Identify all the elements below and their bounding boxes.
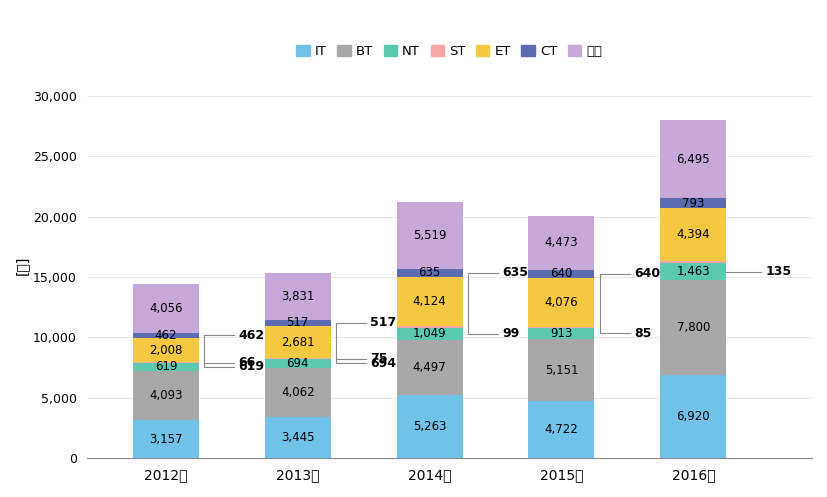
Bar [661,261,726,263]
Text: 635: 635 [502,266,528,279]
Text: 99: 99 [502,328,519,340]
Bar [397,328,462,340]
Bar [397,277,462,327]
Bar [528,339,595,401]
Text: 5,519: 5,519 [413,229,447,242]
Text: 793: 793 [682,197,705,210]
Bar [528,270,595,278]
Text: 4,062: 4,062 [281,386,314,399]
Text: 640: 640 [550,267,572,280]
Y-axis label: [건]: [건] [15,255,29,274]
Bar [265,358,331,359]
Text: 619: 619 [155,360,177,373]
Text: 4,722: 4,722 [545,423,578,436]
Text: 4,076: 4,076 [545,296,578,309]
Bar [661,198,726,208]
Text: 640: 640 [634,267,660,280]
Text: 4,056: 4,056 [149,302,183,315]
Text: 694: 694 [286,357,309,370]
Bar [265,273,331,320]
Text: 619: 619 [238,360,265,373]
Legend: IT, BT, NT, ST, ET, CT, 기타: IT, BT, NT, ST, ET, CT, 기타 [291,39,608,63]
Text: 2,681: 2,681 [281,335,314,348]
Bar [397,269,462,277]
Bar [661,375,726,458]
Text: 694: 694 [370,357,396,370]
Text: 462: 462 [238,329,265,342]
Text: 4,497: 4,497 [413,361,447,374]
Text: 3,445: 3,445 [281,431,314,444]
Text: 5,151: 5,151 [545,364,578,377]
Bar [397,327,462,328]
Bar [528,278,595,327]
Bar [133,332,198,338]
Bar [265,416,331,458]
Bar [528,327,595,328]
Bar [397,202,462,269]
Bar [661,120,726,198]
Bar [661,208,726,261]
Text: 135: 135 [766,265,792,278]
Bar [133,363,198,371]
Text: 517: 517 [286,316,309,329]
Text: 85: 85 [634,327,652,340]
Text: 66: 66 [238,356,256,369]
Text: 4,394: 4,394 [676,228,710,241]
Text: 913: 913 [550,327,572,340]
Bar [265,368,331,416]
Bar [133,420,198,458]
Bar [661,280,726,375]
Text: 4,124: 4,124 [413,295,447,308]
Text: 635: 635 [418,266,441,279]
Bar [133,362,198,363]
Bar [133,283,198,332]
Text: 4,473: 4,473 [545,237,578,249]
Text: 462: 462 [155,329,177,342]
Text: 1,463: 1,463 [676,265,710,278]
Text: 6,495: 6,495 [676,153,710,166]
Bar [661,263,726,280]
Bar [133,338,198,362]
Text: 75: 75 [370,352,388,365]
Bar [528,216,595,270]
Bar [528,328,595,339]
Bar [265,320,331,326]
Text: 5,263: 5,263 [413,420,447,433]
Bar [397,340,462,395]
Text: 6,920: 6,920 [676,410,710,423]
Text: 517: 517 [370,316,396,329]
Bar [397,395,462,458]
Bar [528,401,595,458]
Text: 2,008: 2,008 [149,344,183,357]
Text: 1,049: 1,049 [413,328,447,340]
Text: 3,157: 3,157 [149,433,183,446]
Bar [265,326,331,358]
Text: 4,093: 4,093 [149,389,183,402]
Bar [133,371,198,420]
Text: 7,800: 7,800 [676,321,710,334]
Text: 3,831: 3,831 [281,290,314,303]
Bar [265,359,331,368]
